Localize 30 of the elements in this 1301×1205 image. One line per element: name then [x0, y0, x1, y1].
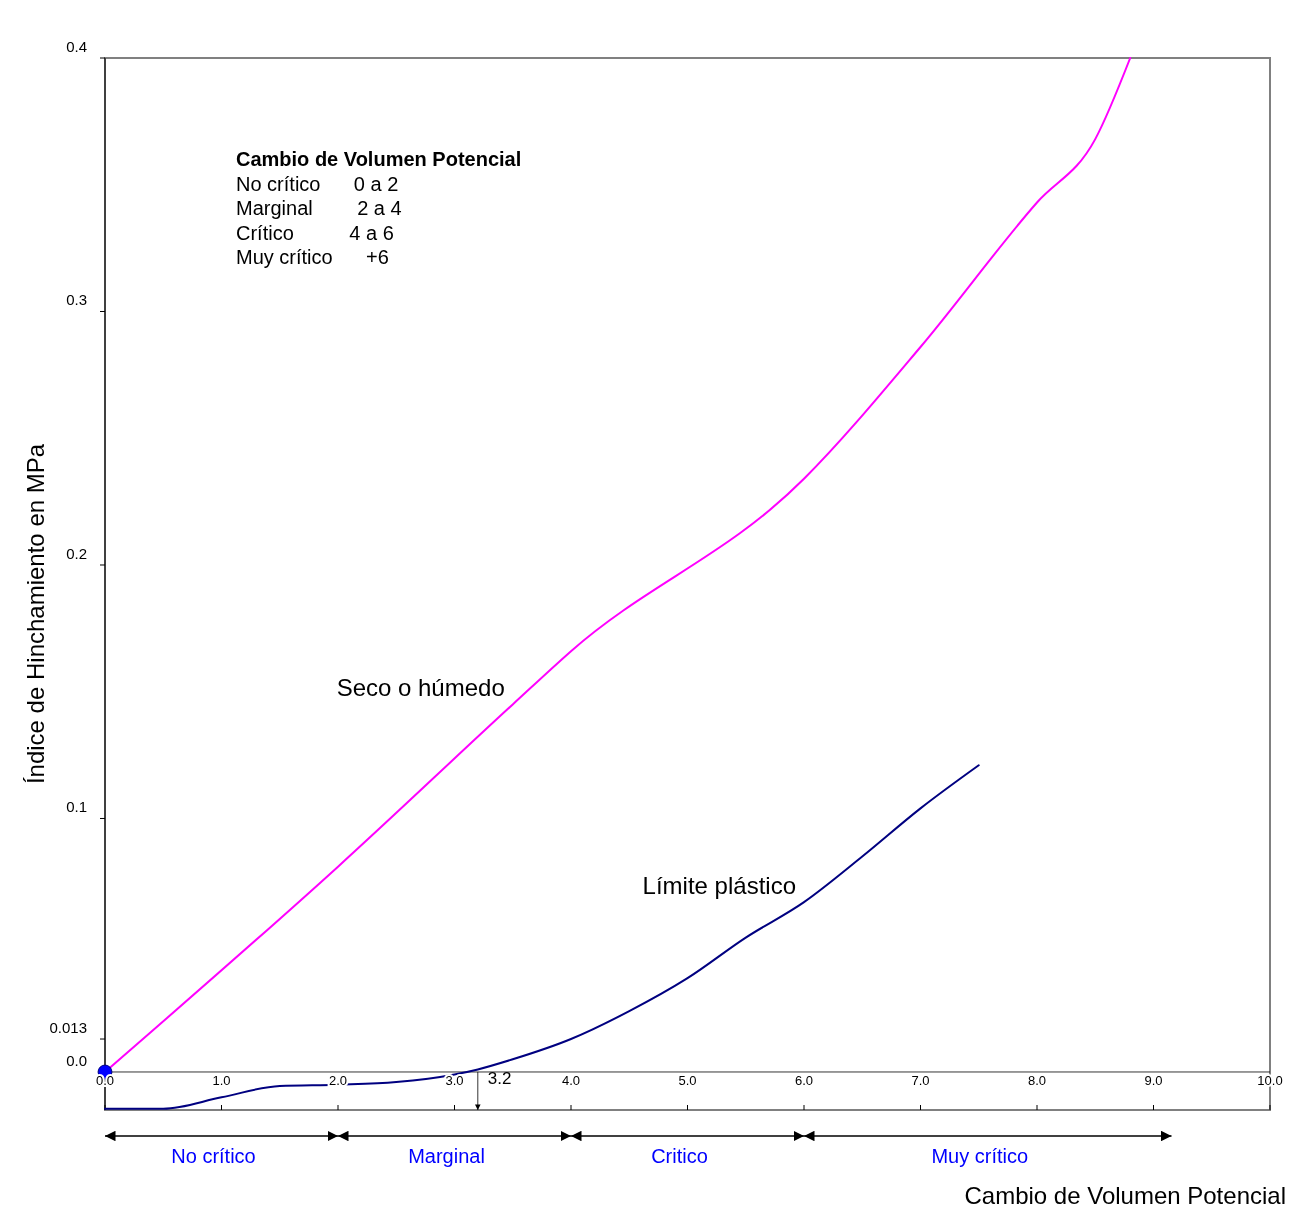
x-tick-label: 1.0	[212, 1072, 231, 1088]
series-label: Seco o húmedo	[336, 674, 505, 702]
x-tick-label: 8.0	[1027, 1072, 1047, 1088]
y-tick-label: 0.013	[49, 1019, 87, 1037]
annotation: Crítico 4 a 6	[236, 221, 394, 244]
x-tick-label: 2.0	[328, 1072, 348, 1088]
x-tick-label: 4.0	[561, 1072, 581, 1088]
annotation: Marginal 2 a 4	[236, 197, 402, 219]
x-tick-label: 5.0	[678, 1072, 697, 1088]
text: Marginal	[408, 1145, 485, 1167]
y-tick-label: 0.1	[66, 798, 87, 816]
x-tick-label: 3.0	[445, 1072, 464, 1088]
y-tick-label: 0.3	[66, 291, 87, 309]
series-label: Límite plástico	[642, 872, 796, 900]
y-axis-title: Índice de Hinchamiento en MPa	[22, 443, 49, 785]
annotation: Cambio de Volumen Potencial	[236, 148, 522, 170]
annotation: No crítico 0 a 2	[236, 172, 399, 195]
x-tick-label: 6.0	[794, 1072, 814, 1088]
annotation: 3.2	[487, 1068, 512, 1088]
text: Muy crítico	[931, 1145, 1029, 1167]
x-tick-label: 10.0	[1257, 1072, 1283, 1088]
text: Critico	[651, 1145, 708, 1167]
x-tick-label: 7.0	[911, 1072, 930, 1088]
y-tick-label: 0.0	[66, 1051, 87, 1069]
y-tick-label: 0.2	[66, 544, 87, 562]
x-axis-title: Cambio de Volumen Potencial	[964, 1182, 1286, 1205]
y-tick-label: 0.4	[66, 38, 87, 55]
x-tick-label: 9.0	[1144, 1072, 1163, 1088]
annotation: Muy crítico +6	[236, 246, 389, 268]
text: No crítico	[171, 1145, 256, 1167]
